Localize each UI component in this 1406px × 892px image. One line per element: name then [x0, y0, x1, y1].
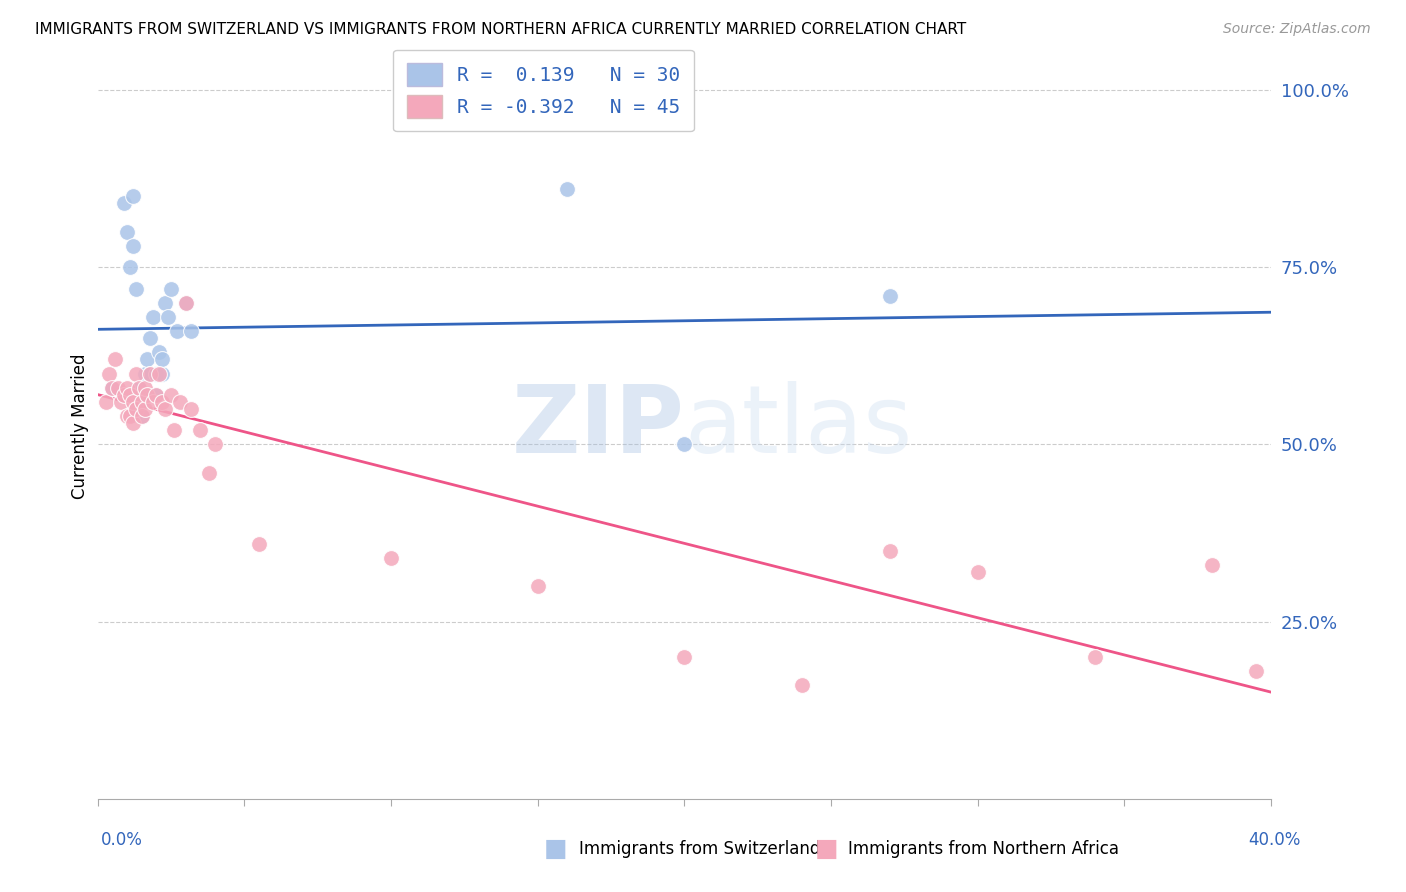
Point [166, 324, 188, 338]
Point [180, 401, 202, 416]
Point [1246, 664, 1268, 678]
Point [673, 650, 696, 665]
Text: ZIP: ZIP [512, 381, 685, 473]
Text: Immigrants from Switzerland: Immigrants from Switzerland [579, 840, 821, 858]
Point [790, 678, 813, 692]
Point [131, 388, 153, 402]
Point [150, 367, 173, 381]
Point [673, 437, 696, 451]
Legend: R =  0.139   N = 30, R = -0.392   N = 45: R = 0.139 N = 30, R = -0.392 N = 45 [394, 50, 695, 131]
Text: ■: ■ [544, 838, 567, 861]
Point [134, 381, 156, 395]
Point [174, 295, 197, 310]
Point [104, 352, 127, 367]
Point [125, 367, 148, 381]
Point [118, 409, 141, 423]
Point [118, 260, 141, 275]
Point [163, 423, 186, 437]
Y-axis label: Currently Married: Currently Married [72, 354, 89, 500]
Point [150, 395, 173, 409]
Point [112, 196, 135, 211]
Text: atlas: atlas [685, 381, 912, 473]
Point [169, 395, 191, 409]
Point [160, 281, 183, 295]
Point [131, 395, 153, 409]
Point [1084, 650, 1107, 665]
Point [115, 409, 138, 423]
Point [148, 367, 170, 381]
Point [134, 401, 156, 416]
Point [121, 189, 143, 203]
Point [136, 352, 159, 367]
Point [145, 388, 167, 402]
Point [879, 543, 901, 558]
Point [125, 281, 148, 295]
Point [96, 395, 118, 409]
Point [174, 295, 197, 310]
Point [142, 310, 165, 324]
Point [118, 388, 141, 402]
Point [101, 381, 124, 395]
Point [107, 381, 129, 395]
Point [131, 409, 153, 423]
Point [198, 466, 221, 480]
Point [879, 288, 901, 302]
Point [121, 239, 143, 253]
Point [131, 409, 153, 423]
Point [115, 225, 138, 239]
Point [145, 367, 167, 381]
Point [136, 388, 159, 402]
Point [156, 310, 179, 324]
Text: IMMIGRANTS FROM SWITZERLAND VS IMMIGRANTS FROM NORTHERN AFRICA CURRENTLY MARRIED: IMMIGRANTS FROM SWITZERLAND VS IMMIGRANT… [35, 22, 966, 37]
Point [125, 401, 148, 416]
Point [153, 401, 176, 416]
Point [98, 367, 121, 381]
Point [188, 423, 211, 437]
Point [204, 437, 226, 451]
Point [128, 381, 150, 395]
Point [247, 536, 270, 550]
Point [139, 367, 162, 381]
Point [150, 352, 173, 367]
Text: Immigrants from Northern Africa: Immigrants from Northern Africa [848, 840, 1119, 858]
Point [110, 395, 132, 409]
Text: 0.0%: 0.0% [101, 831, 143, 849]
Point [555, 182, 578, 196]
Point [145, 388, 167, 402]
Point [526, 579, 548, 593]
Point [121, 395, 143, 409]
Point [134, 367, 156, 381]
Point [128, 381, 150, 395]
Point [115, 381, 138, 395]
Point [101, 381, 124, 395]
Text: Source: ZipAtlas.com: Source: ZipAtlas.com [1223, 22, 1371, 37]
Point [121, 416, 143, 430]
Text: 40.0%: 40.0% [1249, 831, 1301, 849]
Point [1201, 558, 1223, 572]
Point [153, 295, 176, 310]
Point [139, 331, 162, 345]
Point [134, 388, 156, 402]
Point [160, 388, 183, 402]
Point [966, 565, 988, 579]
Text: ■: ■ [815, 838, 838, 861]
Point [148, 345, 170, 359]
Point [142, 395, 165, 409]
Point [180, 324, 202, 338]
Point [380, 550, 402, 565]
Point [112, 388, 135, 402]
Point [139, 367, 162, 381]
